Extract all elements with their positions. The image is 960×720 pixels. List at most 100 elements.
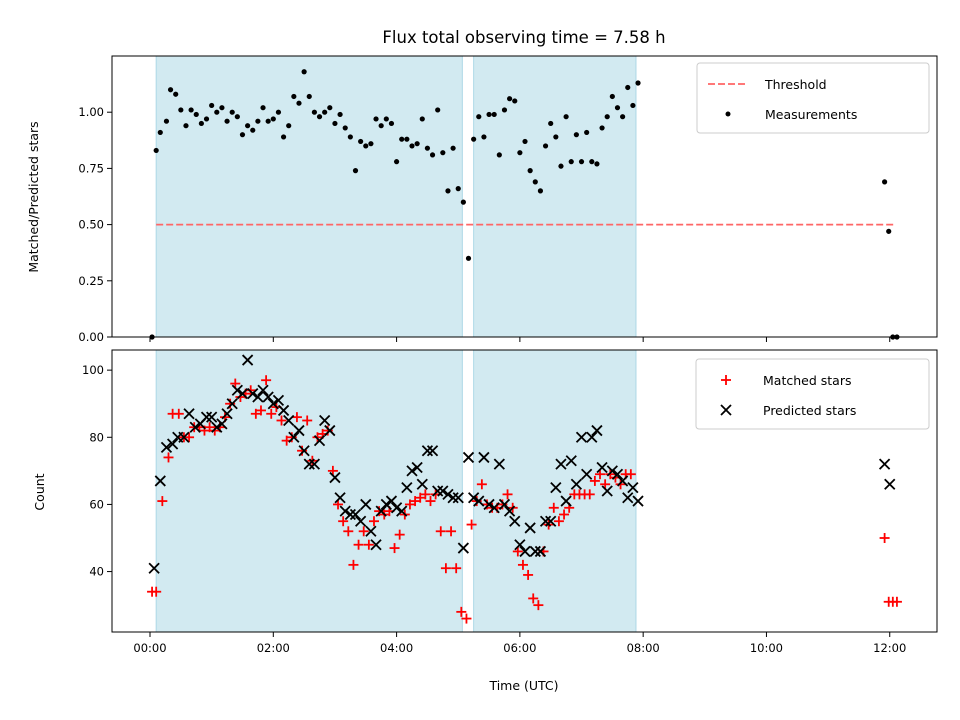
x-axis-label: Time (UTC): [488, 678, 558, 693]
measurement-point: [158, 130, 163, 135]
measurement-point: [189, 107, 194, 112]
measurement-point: [502, 107, 507, 112]
measurement-point: [389, 121, 394, 126]
count-legend: Matched stars Predicted stars: [696, 359, 929, 429]
measurement-point: [404, 137, 409, 142]
measurement-point: [394, 159, 399, 164]
measurement-point: [260, 105, 265, 110]
measurement-point: [317, 114, 322, 119]
measurement-point: [250, 128, 255, 133]
measurement-point: [276, 110, 281, 115]
measurement-point: [594, 161, 599, 166]
measurement-point: [589, 159, 594, 164]
measurement-point: [409, 143, 414, 148]
measurement-point: [430, 152, 435, 157]
ratio-legend: Threshold Measurements: [697, 63, 929, 133]
measurement-point: [363, 143, 368, 148]
measurement-point: [281, 134, 286, 139]
measurement-point: [337, 112, 342, 117]
measurement-point: [450, 146, 455, 151]
observing-window-shade: [156, 350, 462, 632]
measurement-point: [605, 114, 610, 119]
x-tick-label: 00:00: [133, 641, 166, 655]
measurement-point: [235, 114, 240, 119]
measurement-point: [497, 152, 502, 157]
measurement-point: [620, 114, 625, 119]
measurement-point: [466, 256, 471, 261]
measurement-point: [312, 110, 317, 115]
count-y-tick-label: 80: [89, 430, 104, 444]
measurement-point: [886, 229, 891, 234]
measurement-point: [271, 116, 276, 121]
measurement-point: [373, 116, 378, 121]
x-tick-label: 12:00: [873, 641, 906, 655]
measurement-point: [178, 107, 183, 112]
measurement-point: [332, 121, 337, 126]
count-y-axis-label: Count: [32, 473, 47, 510]
measurement-point: [399, 137, 404, 142]
count-y-tick-label: 60: [89, 497, 104, 511]
measurement-point: [564, 114, 569, 119]
count-legend-box: [696, 359, 929, 429]
measurement-point: [168, 87, 173, 92]
measurement-point: [209, 103, 214, 108]
x-tick-label: 04:00: [380, 641, 413, 655]
measurement-point: [368, 141, 373, 146]
measurement-point: [240, 132, 245, 137]
measurement-point: [291, 94, 296, 99]
measurement-point: [574, 132, 579, 137]
measurement-point: [348, 134, 353, 139]
measurement-point: [528, 168, 533, 173]
measurement-point: [579, 159, 584, 164]
measurement-point: [548, 121, 553, 126]
measurement-point: [533, 179, 538, 184]
measurement-point: [204, 116, 209, 121]
measurement-point: [512, 98, 517, 103]
measurement-point: [415, 141, 420, 146]
predicted-legend-label: Predicted stars: [763, 403, 856, 418]
measurement-point: [327, 105, 332, 110]
measurement-point: [164, 119, 169, 124]
chart-title: Flux total observing time = 7.58 h: [382, 28, 665, 47]
measurement-point: [522, 139, 527, 144]
measurement-point: [445, 188, 450, 193]
measurement-point: [255, 119, 260, 124]
measurement-point: [194, 112, 199, 117]
measurement-point: [379, 123, 384, 128]
measurement-point: [584, 130, 589, 135]
measurement-point: [353, 168, 358, 173]
measurements-legend-swatch: [726, 112, 731, 117]
measurement-point: [199, 121, 204, 126]
measurement-point: [266, 119, 271, 124]
ratio-y-tick-label: 1.00: [78, 105, 104, 119]
measurement-point: [569, 159, 574, 164]
measurement-point: [476, 114, 481, 119]
x-tick-label: 10:00: [750, 641, 783, 655]
matched-legend-label: Matched stars: [763, 373, 851, 388]
measurement-point: [322, 110, 327, 115]
measurement-point: [481, 134, 486, 139]
measurement-point: [435, 107, 440, 112]
measurement-point: [558, 164, 563, 169]
measurement-point: [440, 150, 445, 155]
ratio-y-axis-label: Matched/Predicted stars: [26, 121, 41, 272]
measurement-point: [517, 150, 522, 155]
measurement-point: [461, 200, 466, 205]
measurement-point: [307, 94, 312, 99]
threshold-legend-label: Threshold: [764, 77, 827, 92]
count-y-tick-label: 40: [89, 565, 104, 579]
measurement-point: [599, 125, 604, 130]
measurement-point: [173, 92, 178, 97]
measurement-point: [538, 188, 543, 193]
measurement-point: [224, 119, 229, 124]
measurement-point: [343, 125, 348, 130]
measurement-point: [245, 123, 250, 128]
measurement-point: [507, 96, 512, 101]
measurement-point: [492, 112, 497, 117]
measurement-point: [230, 110, 235, 115]
measurement-point: [384, 116, 389, 121]
ratio-y-tick-label: 0.00: [78, 330, 104, 344]
measurement-point: [425, 146, 430, 151]
measurement-point: [358, 139, 363, 144]
x-tick-label: 02:00: [257, 641, 290, 655]
